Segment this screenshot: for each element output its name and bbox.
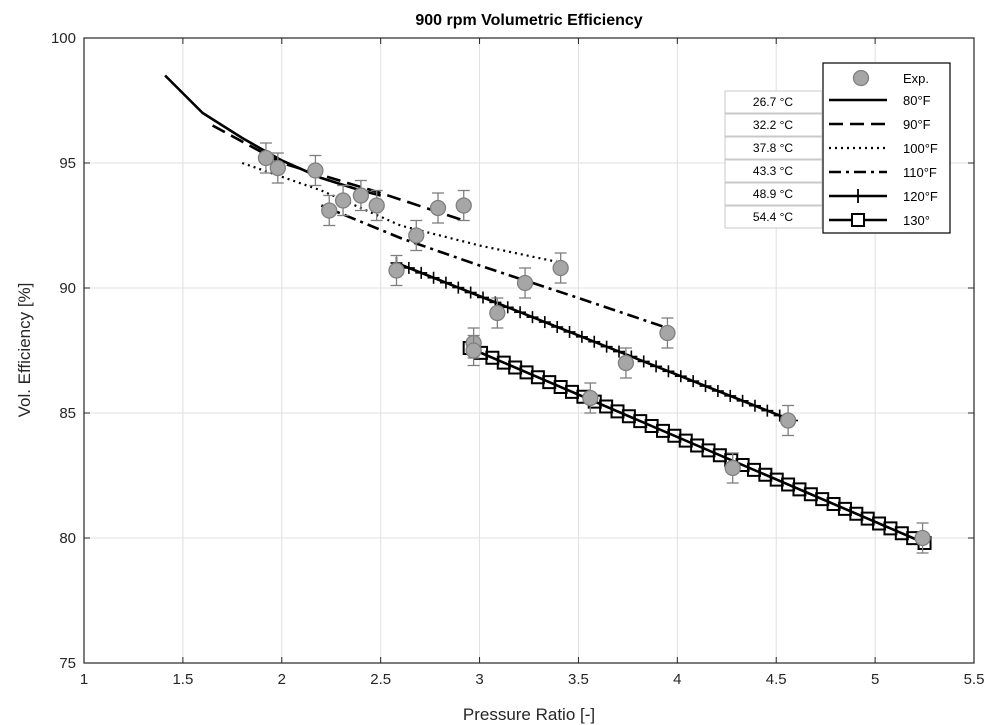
exp-point [617, 354, 635, 372]
series-line-3 [320, 204, 668, 330]
exp-point [582, 389, 599, 407]
celsius-box-3 [724, 159, 823, 183]
x-tick-label: 1 [80, 671, 88, 688]
exp-point [388, 262, 405, 279]
celsius-box-4 [724, 182, 823, 206]
x-tick-label: 5 [871, 671, 879, 688]
x-tick-label: 3 [475, 671, 483, 688]
tick-layer: 1 1.5 2 2.5 3 3.5 4 4.5 5 5.5 75 80 85 90 95 100 [51, 30, 984, 688]
series-line-1 [211, 124, 465, 222]
y-tick-label: 75 [59, 655, 76, 672]
exp-point [914, 529, 931, 547]
exp-point [368, 197, 385, 214]
exp-point [321, 202, 338, 219]
exp-point [516, 274, 534, 292]
celsius-label-1: 32.2 °C [753, 118, 793, 132]
legend-box [822, 62, 951, 234]
x-tick-label: 5.5 [964, 671, 985, 688]
y-tick-label: 85 [59, 405, 76, 422]
y-tick-label: 95 [59, 155, 76, 172]
legend-label-5: 130° [903, 213, 930, 228]
exp-point [307, 162, 324, 179]
legend-label-exp: Exp. [903, 71, 929, 86]
legend-label-0: 80°F [903, 93, 931, 108]
x-tick-label: 2.5 [370, 671, 391, 688]
celsius-label-0: 26.7 °C [753, 95, 793, 109]
exp-point [269, 159, 286, 177]
y-tick-label: 100 [51, 30, 76, 47]
legend-label-2: 100°F [903, 141, 938, 156]
celsius-label-4: 48.9 °C [753, 187, 793, 201]
celsius-label-2: 37.8 °C [753, 141, 793, 155]
y-axis-title: Vol. Efficiency [%] [15, 283, 34, 418]
celsius-box-5 [724, 205, 823, 229]
y-tick-label: 90 [59, 280, 76, 297]
exp-point [429, 199, 447, 217]
x-tick-label: 4.5 [766, 671, 787, 688]
exp-point [257, 149, 275, 167]
celsius-box-0 [724, 90, 823, 114]
legend-square-marker [851, 213, 865, 227]
legend-label-4: 120°F [903, 189, 938, 204]
legend: Exp. 80°F 26.7 °C 90°F 32.2 °C 100°F 37.8 °C 11… [724, 62, 951, 234]
exp-point [352, 187, 370, 204]
exp-point [489, 304, 506, 322]
legend-label-3: 110°F [903, 165, 937, 180]
exp-point [408, 227, 425, 244]
x-tick-label: 4 [673, 671, 681, 688]
x-tick-label: 3.5 [568, 671, 589, 688]
series-line-2 [241, 161, 563, 265]
series-line-5 [469, 346, 926, 545]
exp-point [455, 197, 472, 214]
x-axis-title: Pressure Ratio [-] [463, 705, 595, 724]
experimental-layer [257, 142, 931, 554]
celsius-box-2 [724, 136, 823, 160]
exp-point [465, 342, 482, 359]
exp-point [552, 259, 569, 277]
exp-point [659, 324, 676, 342]
legend-exp-marker [852, 69, 870, 87]
legend-label-1: 90°F [903, 117, 931, 132]
celsius-label-3: 43.3 °C [753, 164, 793, 178]
exp-point [334, 192, 352, 209]
series-line-0 [164, 74, 381, 197]
plot-frame [83, 37, 975, 664]
celsius-box-1 [724, 113, 823, 137]
chart-title: 900 rpm Volumetric Efficiency [415, 12, 642, 29]
x-tick-label: 2 [278, 671, 286, 688]
celsius-label-5: 54.4 °C [753, 210, 793, 224]
y-tick-label: 80 [59, 530, 76, 547]
exp-point [779, 412, 797, 429]
x-tick-label: 1.5 [172, 671, 193, 688]
exp-point [724, 459, 741, 477]
